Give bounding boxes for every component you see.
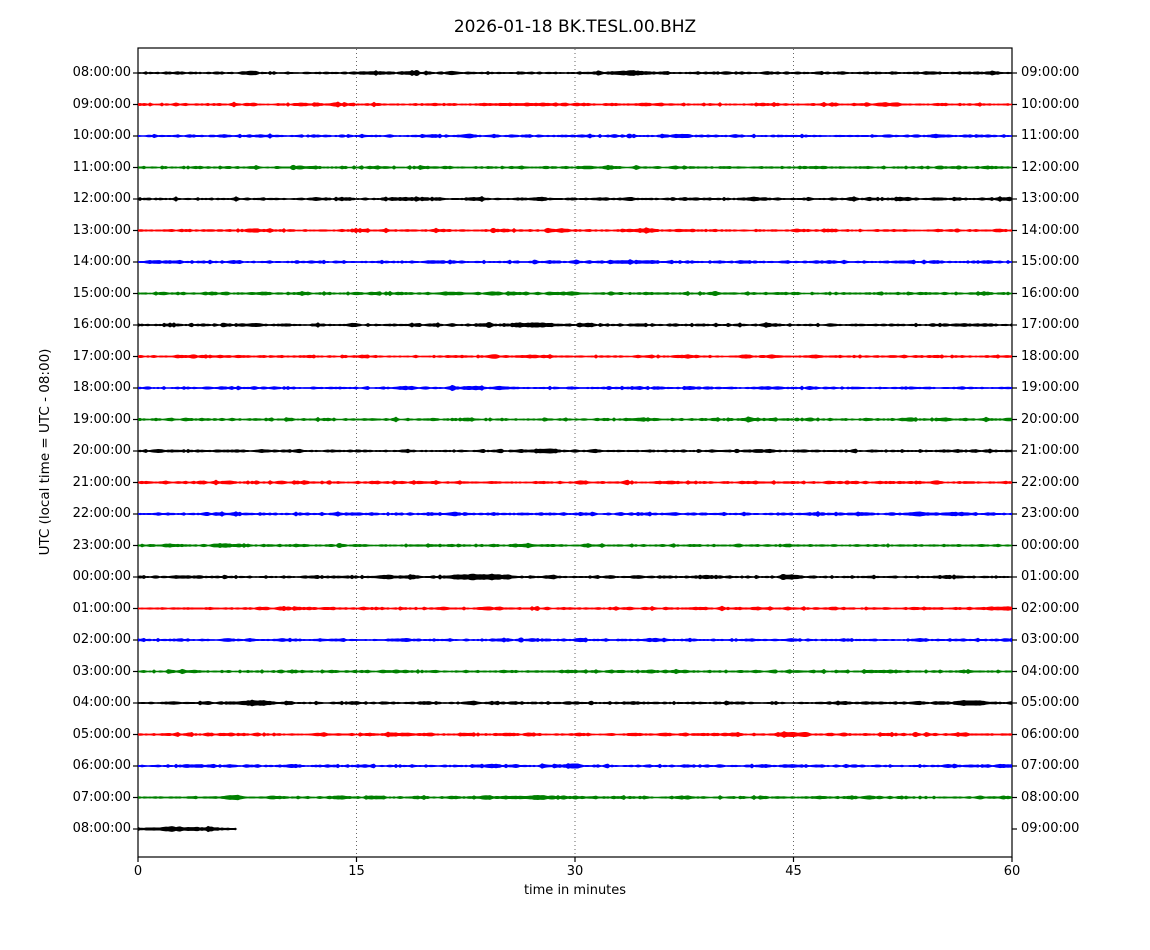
local-time-label: 23:00:00 xyxy=(1021,506,1080,521)
x-tick-label: 30 xyxy=(566,864,584,879)
utc-time-label: 02:00:00 xyxy=(72,632,131,647)
local-time-label: 02:00:00 xyxy=(1021,600,1080,616)
utc-time-label: 08:00:00 xyxy=(72,821,131,836)
local-time-label: 07:00:00 xyxy=(1021,758,1080,773)
utc-time-label: 18:00:00 xyxy=(72,380,131,395)
local-time-label: 17:00:00 xyxy=(1021,317,1080,332)
local-time-label: 06:00:00 xyxy=(1021,726,1080,742)
utc-time-label: 20:00:00 xyxy=(72,443,131,458)
local-time-label: 20:00:00 xyxy=(1021,411,1080,427)
local-time-label: 21:00:00 xyxy=(1021,443,1080,458)
local-time-label: 11:00:00 xyxy=(1021,128,1080,143)
local-time-label: 22:00:00 xyxy=(1021,474,1080,490)
local-time-label: 03:00:00 xyxy=(1021,632,1080,647)
x-axis-label: time in minutes xyxy=(523,883,627,898)
utc-time-label: 14:00:00 xyxy=(72,254,131,269)
utc-time-label: 07:00:00 xyxy=(72,789,131,805)
x-tick-label: 15 xyxy=(348,864,365,879)
local-time-label: 10:00:00 xyxy=(1021,96,1080,112)
utc-time-label: 13:00:00 xyxy=(72,222,131,238)
local-time-label: 01:00:00 xyxy=(1021,569,1080,584)
local-time-label: 09:00:00 xyxy=(1021,65,1080,80)
utc-time-label: 12:00:00 xyxy=(72,191,131,206)
utc-time-label: 09:00:00 xyxy=(72,96,131,112)
utc-time-label: 22:00:00 xyxy=(72,506,131,521)
utc-time-label: 03:00:00 xyxy=(72,663,131,679)
utc-time-label: 10:00:00 xyxy=(72,128,131,143)
local-time-label: 19:00:00 xyxy=(1021,380,1080,395)
utc-time-label: 05:00:00 xyxy=(72,726,131,742)
plot-title: 2026-01-18 BK.TESL.00.BHZ xyxy=(453,17,697,37)
utc-time-label: 16:00:00 xyxy=(72,317,131,332)
x-tick-label: 0 xyxy=(133,864,143,879)
local-time-label: 00:00:00 xyxy=(1021,537,1080,553)
local-time-label: 08:00:00 xyxy=(1021,789,1080,805)
x-tick-label: 45 xyxy=(785,864,802,879)
local-time-label: 04:00:00 xyxy=(1021,663,1080,679)
utc-time-label: 21:00:00 xyxy=(72,474,131,490)
utc-time-label: 23:00:00 xyxy=(72,537,131,553)
local-time-label: 15:00:00 xyxy=(1021,254,1080,269)
utc-time-label: 19:00:00 xyxy=(72,411,131,427)
local-time-label: 09:00:00 xyxy=(1021,821,1080,836)
utc-time-label: 04:00:00 xyxy=(72,695,131,710)
utc-time-label: 11:00:00 xyxy=(72,159,131,175)
local-time-label: 13:00:00 xyxy=(1021,191,1080,206)
utc-time-label: 15:00:00 xyxy=(72,285,131,301)
local-time-label: 12:00:00 xyxy=(1021,159,1080,175)
local-time-label: 16:00:00 xyxy=(1021,285,1080,301)
local-time-label: 18:00:00 xyxy=(1021,348,1080,364)
utc-time-label: 00:00:00 xyxy=(72,569,131,584)
utc-time-label: 08:00:00 xyxy=(72,65,131,80)
utc-time-label: 17:00:00 xyxy=(72,348,131,364)
local-time-label: 14:00:00 xyxy=(1021,222,1080,238)
utc-time-label: 01:00:00 xyxy=(72,600,131,616)
utc-time-label: 06:00:00 xyxy=(72,758,131,773)
x-tick-label: 60 xyxy=(1003,864,1021,879)
local-time-label: 05:00:00 xyxy=(1021,695,1080,710)
